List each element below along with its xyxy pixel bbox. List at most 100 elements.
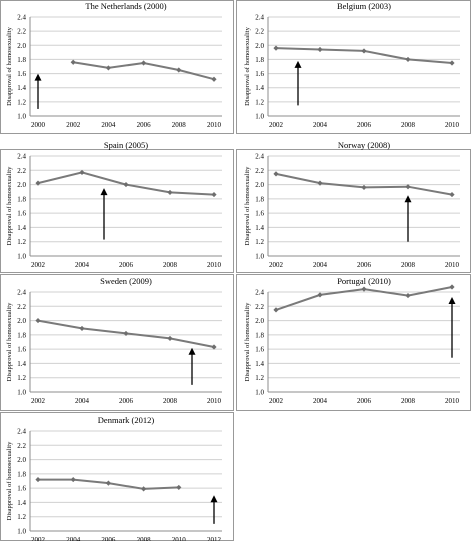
y-tick-label: 2.2 bbox=[255, 303, 264, 311]
data-point bbox=[273, 45, 279, 51]
y-tick-label: 2.0 bbox=[17, 42, 26, 50]
chart-title: Denmark (2012) bbox=[98, 415, 155, 425]
chart-title: Belgium (2003) bbox=[337, 1, 391, 11]
data-point bbox=[273, 171, 279, 177]
x-tick-label: 2010 bbox=[172, 536, 187, 541]
data-point bbox=[405, 292, 411, 299]
data-point bbox=[70, 476, 76, 483]
x-tick-label: 2006 bbox=[119, 397, 134, 405]
y-tick-label: 1.6 bbox=[17, 210, 26, 218]
data-point bbox=[449, 284, 455, 290]
data-point bbox=[70, 59, 76, 65]
data-point bbox=[361, 184, 367, 191]
x-tick-label: 2002 bbox=[269, 121, 284, 129]
y-tick-label: 1.8 bbox=[255, 331, 264, 339]
y-tick-label: 2.4 bbox=[255, 14, 264, 22]
y-tick-label: 1.8 bbox=[255, 56, 264, 64]
x-tick-label: 2010 bbox=[207, 121, 222, 129]
x-tick-label: 2006 bbox=[119, 261, 134, 269]
x-tick-label: 2008 bbox=[137, 536, 152, 541]
x-tick-label: 2002 bbox=[31, 397, 46, 405]
panel-frame bbox=[236, 0, 471, 134]
x-tick-label: 2010 bbox=[207, 261, 222, 269]
data-point bbox=[141, 60, 147, 66]
chart-title: Norway (2008) bbox=[338, 140, 390, 150]
y-tick-label: 2.0 bbox=[255, 317, 264, 325]
data-point bbox=[211, 76, 217, 82]
y-tick-label: 2.0 bbox=[17, 456, 26, 464]
data-point bbox=[317, 292, 323, 298]
y-tick-label: 2.2 bbox=[255, 28, 264, 36]
chart-panel: 1.0 1.2 1.4 1.6 1.8 2.0 2.2 2.4 2000 2002 2004 2006… bbox=[0, 0, 234, 134]
data-point bbox=[167, 189, 173, 196]
y-tick-label: 2.2 bbox=[17, 303, 26, 311]
arrow-head bbox=[448, 297, 456, 304]
y-tick-label: 1.2 bbox=[17, 98, 26, 106]
chart-title: Portugal (2010) bbox=[337, 276, 391, 286]
x-tick-label: 2002 bbox=[269, 397, 284, 405]
data-point bbox=[105, 65, 111, 71]
y-tick-label: 2.2 bbox=[255, 167, 264, 175]
x-tick-label: 2002 bbox=[66, 121, 81, 129]
y-tick-label: 2.0 bbox=[255, 181, 264, 189]
y-tick-label: 1.4 bbox=[17, 360, 26, 368]
x-tick-label: 2004 bbox=[313, 261, 328, 269]
x-tick-label: 2010 bbox=[445, 121, 460, 129]
y-tick-label: 2.4 bbox=[255, 153, 264, 161]
x-tick-label: 2004 bbox=[313, 121, 328, 129]
y-axis-label: Disapproval of homosexuality bbox=[244, 166, 251, 245]
y-tick-label: 2.4 bbox=[17, 289, 26, 297]
panel-frame bbox=[0, 412, 234, 541]
y-tick-label: 2.2 bbox=[17, 28, 26, 36]
y-tick-label: 1.2 bbox=[17, 238, 26, 246]
data-point bbox=[167, 335, 173, 342]
x-tick-label: 2006 bbox=[357, 121, 372, 129]
arrow-head bbox=[294, 60, 302, 68]
x-tick-label: 2004 bbox=[75, 261, 90, 269]
chart-panel: 1.0 1.2 1.4 1.6 1.8 2.0 2.2 2.4 2002 2004 2006 2008… bbox=[0, 140, 234, 273]
y-tick-label: 1.2 bbox=[255, 98, 264, 106]
y-axis-label: Disapproval of homosexuality bbox=[6, 302, 13, 381]
chart-panel: 1.0 1.2 1.4 1.6 1.8 2.0 2.2 2.4 2002 2004 2006 2008… bbox=[236, 140, 471, 273]
arrow-head bbox=[210, 495, 218, 503]
x-tick-label: 2000 bbox=[31, 121, 46, 129]
x-tick-label: 2002 bbox=[269, 261, 284, 269]
y-tick-label: 2.4 bbox=[17, 428, 26, 436]
data-point bbox=[35, 180, 41, 186]
y-tick-label: 1.0 bbox=[255, 389, 264, 397]
data-point bbox=[123, 181, 129, 188]
y-tick-label: 1.4 bbox=[255, 84, 264, 92]
x-tick-label: 2010 bbox=[207, 397, 222, 405]
y-tick-label: 1.6 bbox=[255, 346, 264, 354]
arrow-head bbox=[34, 73, 42, 81]
data-point bbox=[211, 344, 217, 350]
y-tick-label: 2.0 bbox=[17, 317, 26, 325]
panel-frame bbox=[0, 149, 234, 273]
y-tick-label: 1.6 bbox=[17, 70, 26, 78]
y-tick-label: 1.4 bbox=[17, 84, 26, 92]
y-tick-label: 1.8 bbox=[17, 470, 26, 478]
y-tick-label: 1.6 bbox=[255, 70, 264, 78]
chart-title: Sweden (2009) bbox=[100, 276, 152, 286]
panel-frame bbox=[236, 274, 471, 411]
y-tick-label: 1.2 bbox=[255, 238, 264, 246]
x-tick-label: 2008 bbox=[163, 261, 178, 269]
data-point bbox=[405, 184, 411, 190]
x-tick-label: 2008 bbox=[163, 397, 178, 405]
chart-panel: 1.0 1.2 1.4 1.6 1.8 2.0 2.2 2.4 2002 2004 2006 2008… bbox=[0, 412, 234, 544]
data-point bbox=[79, 169, 85, 176]
chart-panel: 1.0 1.2 1.4 1.6 1.8 2.0 2.2 2.4 2002 2004 2006 2008… bbox=[236, 274, 471, 411]
data-point bbox=[317, 180, 323, 186]
y-tick-label: 1.4 bbox=[255, 224, 264, 232]
x-tick-label: 2008 bbox=[172, 121, 187, 129]
x-tick-label: 2006 bbox=[357, 261, 372, 269]
data-point bbox=[449, 60, 455, 66]
x-tick-label: 2006 bbox=[137, 121, 152, 129]
x-tick-label: 2004 bbox=[313, 397, 328, 405]
y-tick-label: 1.8 bbox=[255, 195, 264, 203]
chart-title: The Netherlands (2000) bbox=[85, 1, 166, 11]
y-axis-label: Disapproval of homosexuality bbox=[6, 26, 13, 105]
x-tick-label: 2008 bbox=[401, 121, 416, 129]
